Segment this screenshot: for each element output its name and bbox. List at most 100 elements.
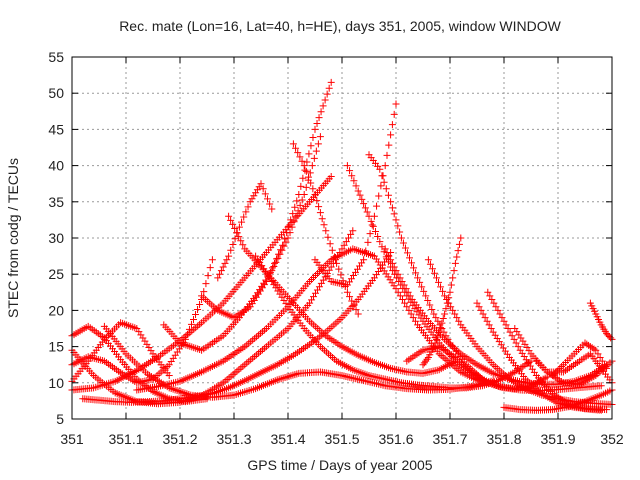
data-point [435, 328, 443, 336]
data-point [327, 172, 335, 180]
data-point [585, 341, 593, 349]
data-point [583, 340, 591, 348]
data-point [442, 305, 450, 313]
series-16 [365, 151, 551, 393]
data-point [590, 345, 598, 353]
data-point [358, 195, 366, 203]
data-point [368, 221, 376, 229]
data-point [385, 141, 393, 149]
data-point [238, 218, 246, 226]
data-point [455, 240, 463, 248]
data-point [394, 270, 402, 278]
data-point [397, 234, 405, 242]
data-point [271, 259, 278, 267]
y-tick-label: 50 [48, 85, 64, 101]
data-point [293, 197, 301, 205]
data-point [435, 278, 443, 286]
data-point [512, 339, 520, 347]
data-point [479, 310, 487, 318]
data-point [225, 252, 233, 260]
data-point [349, 227, 357, 235]
data-point [225, 212, 233, 220]
data-point [481, 314, 489, 322]
data-point [453, 314, 461, 322]
data-point [327, 78, 335, 86]
data-point [508, 332, 516, 340]
data-point [273, 255, 281, 263]
data-point [346, 167, 354, 175]
y-tick-label: 20 [48, 302, 64, 318]
data-point [309, 185, 317, 193]
data-point [255, 183, 263, 191]
data-point [308, 162, 316, 170]
y-tick-label: 30 [48, 230, 64, 246]
data-point [315, 203, 323, 211]
data-point [380, 248, 388, 256]
data-point [403, 303, 411, 311]
data-point [603, 406, 611, 414]
data-point [363, 208, 371, 216]
data-point [307, 179, 315, 187]
data-point [284, 234, 292, 242]
data-point [400, 281, 408, 289]
data-point [406, 254, 413, 262]
data-point [500, 317, 508, 325]
data-point [291, 203, 299, 211]
data-point [322, 227, 330, 235]
data-point [423, 355, 431, 363]
data-point [200, 288, 208, 296]
data-point [244, 203, 252, 211]
data-point [441, 310, 449, 318]
data-point [556, 364, 564, 372]
data-point [597, 382, 605, 390]
data-point [414, 274, 422, 282]
data-point [287, 216, 295, 224]
data-point [418, 283, 426, 291]
data-point [383, 248, 391, 256]
data-point [302, 183, 310, 191]
data-point [239, 241, 247, 249]
y-tick-label: 55 [48, 49, 64, 65]
data-point [394, 222, 402, 230]
data-point [439, 287, 447, 295]
data-point [309, 134, 317, 142]
data-point [597, 406, 605, 414]
data-point [407, 310, 415, 318]
data-point [250, 192, 258, 200]
data-point [315, 114, 323, 122]
data-point [337, 271, 345, 279]
data-point [314, 140, 322, 148]
data-point [221, 259, 229, 267]
data-point [354, 310, 362, 318]
data-point [441, 292, 449, 300]
data-point [607, 334, 615, 342]
x-tick-label: 351.2 [162, 431, 197, 447]
data-point [303, 158, 311, 166]
data-point [272, 258, 280, 266]
y-tick-label: 45 [48, 121, 64, 137]
data-point [277, 246, 285, 254]
data-point [371, 227, 379, 235]
data-point [377, 182, 385, 190]
data-point [268, 205, 276, 213]
data-point [311, 125, 319, 133]
x-tick-labels: 351 351.1 351.2 351.3 351.4 351.5 351.6 351.7 35… [60, 431, 624, 447]
data-point [392, 216, 400, 224]
data-point [185, 325, 193, 333]
y-tick-label: 10 [48, 375, 64, 391]
data-point [453, 253, 461, 261]
series-21 [419, 234, 465, 369]
data-point [346, 293, 354, 301]
data-point [380, 178, 388, 186]
data-point [280, 242, 288, 250]
series-6 [79, 248, 395, 406]
data-point [229, 241, 237, 249]
y-tick-label: 5 [56, 411, 64, 427]
data-point [405, 306, 413, 314]
data-point [483, 317, 491, 325]
data-point [445, 294, 453, 302]
data-point [333, 259, 341, 267]
x-tick-label: 351.4 [270, 431, 305, 447]
data-point [554, 366, 562, 374]
data-point [288, 223, 296, 231]
